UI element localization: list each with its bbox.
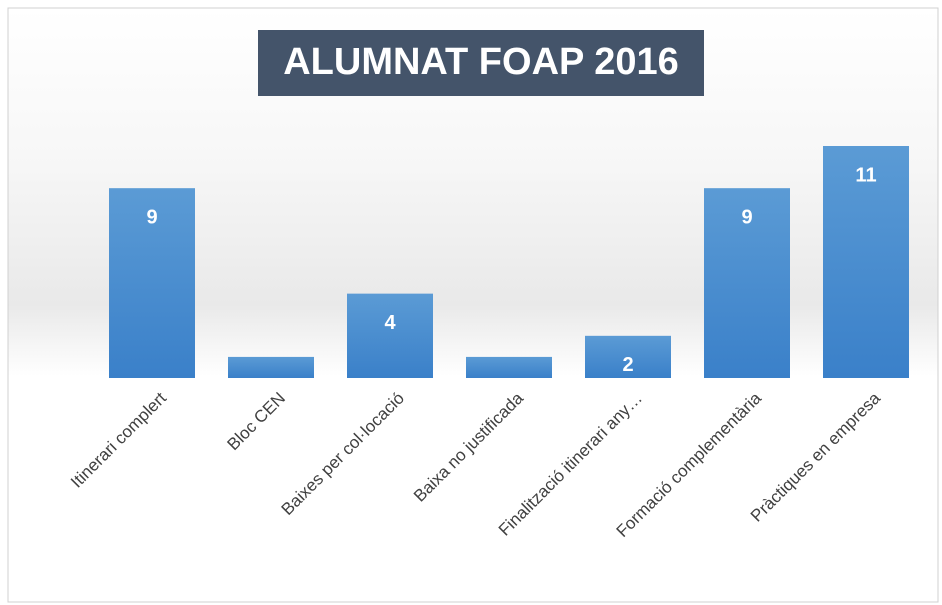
bar: [585, 335, 671, 378]
bar: [347, 293, 433, 378]
value-label: 9: [146, 206, 157, 228]
value-label: 4: [384, 312, 396, 334]
bar: [704, 188, 790, 378]
bar: [466, 356, 552, 378]
value-label: 11: [855, 164, 876, 186]
chart-title: ALUMNAT FOAP 2016: [283, 41, 679, 83]
value-label: 1: [265, 375, 276, 397]
value-label: 9: [741, 206, 752, 228]
title-box: [258, 30, 704, 96]
bar: [823, 146, 909, 378]
bar: [228, 356, 314, 378]
value-label: 2: [622, 354, 633, 376]
bar: [109, 188, 195, 378]
value-label: 1: [503, 375, 514, 397]
